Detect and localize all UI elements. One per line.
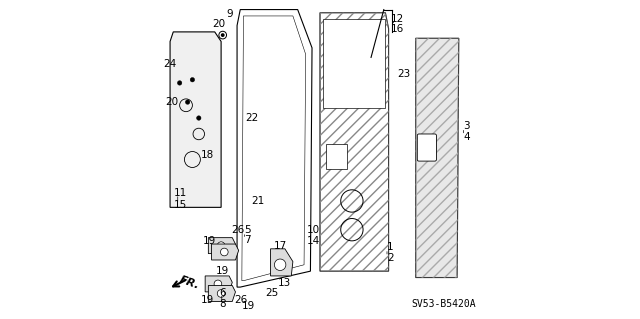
Text: 19: 19 — [202, 236, 216, 246]
Text: 6: 6 — [220, 288, 226, 298]
Text: 13: 13 — [278, 278, 291, 288]
Text: 17: 17 — [273, 241, 287, 251]
Circle shape — [190, 78, 195, 82]
Text: 18: 18 — [201, 150, 214, 160]
Text: 25: 25 — [266, 288, 279, 299]
Text: 12: 12 — [390, 14, 404, 24]
Text: 9: 9 — [227, 9, 234, 19]
Text: 19: 19 — [216, 265, 229, 276]
Polygon shape — [170, 32, 221, 207]
Text: 20: 20 — [165, 97, 178, 107]
Circle shape — [196, 116, 201, 120]
Circle shape — [221, 33, 225, 37]
Text: 19: 19 — [242, 300, 255, 311]
Text: SV53-B5420A: SV53-B5420A — [412, 300, 476, 309]
Polygon shape — [212, 244, 239, 260]
Text: 10: 10 — [307, 225, 320, 235]
Text: 11: 11 — [173, 188, 187, 198]
Circle shape — [214, 280, 221, 288]
Text: 26: 26 — [234, 295, 248, 305]
Text: 22: 22 — [244, 113, 258, 123]
Text: 7: 7 — [244, 235, 251, 245]
Bar — [326, 144, 347, 169]
Polygon shape — [416, 38, 459, 278]
Text: FR.: FR. — [178, 274, 201, 291]
Text: 8: 8 — [220, 299, 226, 309]
Text: 1: 1 — [387, 242, 394, 252]
Text: 4: 4 — [463, 131, 470, 142]
Circle shape — [218, 290, 225, 297]
Text: 2: 2 — [387, 253, 394, 263]
Text: 21: 21 — [251, 196, 264, 206]
Circle shape — [275, 259, 286, 271]
Text: 19: 19 — [201, 295, 214, 306]
Polygon shape — [209, 238, 236, 254]
Text: 23: 23 — [397, 69, 410, 79]
Text: 24: 24 — [163, 59, 176, 69]
Polygon shape — [209, 286, 236, 301]
Circle shape — [218, 242, 225, 249]
Circle shape — [177, 81, 182, 85]
Circle shape — [220, 248, 228, 256]
Polygon shape — [271, 249, 293, 276]
Text: 20: 20 — [212, 19, 225, 29]
Polygon shape — [323, 19, 385, 108]
FancyBboxPatch shape — [417, 134, 436, 161]
Text: 15: 15 — [173, 200, 187, 210]
Circle shape — [186, 100, 190, 104]
Text: 5: 5 — [244, 225, 251, 235]
Text: 14: 14 — [307, 236, 320, 246]
Text: 16: 16 — [390, 24, 404, 34]
Polygon shape — [205, 276, 232, 292]
Text: 26: 26 — [231, 225, 244, 235]
Text: 3: 3 — [463, 121, 470, 131]
